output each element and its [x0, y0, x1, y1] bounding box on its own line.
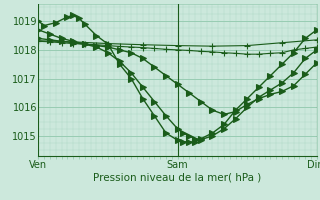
X-axis label: Pression niveau de la mer( hPa ): Pression niveau de la mer( hPa ) [93, 173, 262, 183]
